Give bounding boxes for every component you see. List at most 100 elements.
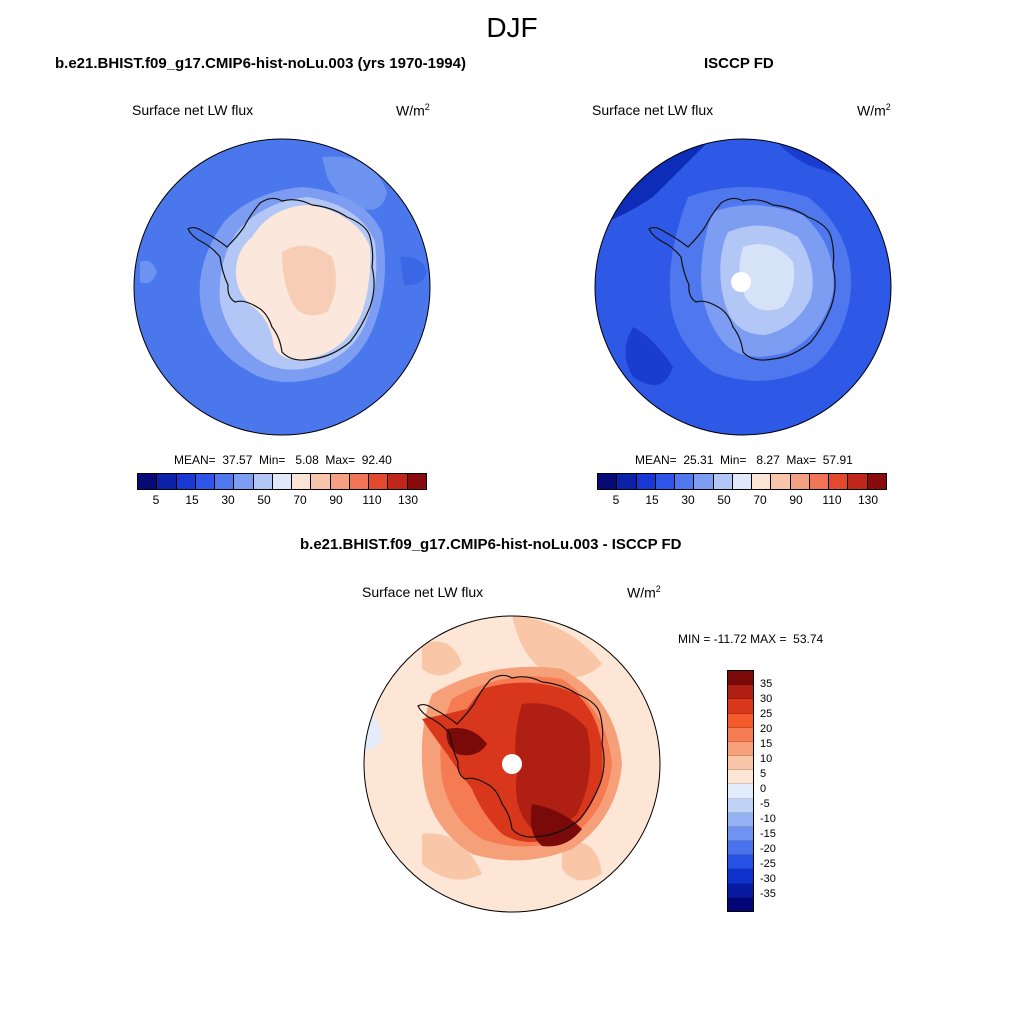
colorbar-tick: 90 [789,493,803,507]
obs-stats: MEAN= 25.31 Min= 8.27 Max= 57.91 [635,453,853,467]
colorbar-swatch [728,671,753,686]
colorbar-swatch [655,474,676,489]
model-unit-label: W/m2 [396,102,430,119]
colorbar-swatch [728,841,753,856]
model-colorbar-ticks: 5 15 30 50 70 90 110 130 [137,493,425,509]
diff-stats: MIN = -11.72 MAX = 53.74 [678,632,824,646]
colorbar-tick: 30 [760,693,773,705]
colorbar-swatch [728,727,753,742]
colorbar-tick: 15 [645,493,659,507]
obs-colorbar [597,473,887,490]
figure-title: DJF [486,12,538,43]
colorbar-tick: 70 [293,493,307,507]
colorbar-tick: 10 [760,753,773,765]
colorbar-tick: 50 [257,493,271,507]
colorbar-swatch [728,699,753,714]
colorbar-swatch [388,474,408,489]
colorbar-tick: 35 [760,678,773,690]
colorbar-swatch [675,474,695,489]
colorbar-swatch [694,474,714,489]
colorbar-tick: 110 [822,493,842,507]
colorbar-swatch [598,474,618,489]
colorbar-tick: -30 [760,873,776,885]
colorbar-swatch [195,474,216,489]
colorbar-swatch [272,474,293,489]
colorbar-swatch [157,474,177,489]
obs-polar-map [594,138,892,436]
colorbar-swatch [176,474,196,489]
model-colorbar [137,473,427,490]
obs-unit-label: W/m2 [857,102,891,119]
colorbar-swatch [407,474,426,489]
colorbar-tick: -20 [760,843,776,855]
colorbar-swatch [728,883,753,898]
diff-polar-map [363,615,661,913]
colorbar-tick: -5 [760,798,770,810]
colorbar-swatch [713,474,733,489]
model-panel-title: b.e21.BHIST.f09_g17.CMIP6-hist-noLu.003 … [55,55,466,72]
colorbar-swatch [728,784,753,799]
colorbar-swatch [215,474,235,489]
colorbar-swatch [311,474,331,489]
colorbar-swatch [728,869,753,884]
colorbar-tick: 25 [760,708,773,720]
colorbar-tick: 50 [717,493,731,507]
colorbar-tick: 130 [857,493,879,507]
colorbar-swatch [732,474,753,489]
colorbar-swatch [138,474,158,489]
colorbar-swatch [728,770,753,785]
colorbar-swatch [636,474,656,489]
colorbar-tick: 130 [397,493,419,507]
colorbar-swatch [728,855,753,870]
colorbar-tick: 30 [681,493,695,507]
colorbar-swatch [234,474,254,489]
colorbar-swatch [369,474,389,489]
colorbar-tick: -35 [760,888,776,900]
colorbar-swatch [728,685,753,700]
colorbar-tick: 0 [760,783,767,795]
obs-colorbar-ticks: 5 15 30 50 70 90 110 130 [597,493,885,509]
diff-colorbar-ticks: 35 30 25 20 15 10 5 0 -5 -10 -15 -20 -25… [760,670,800,910]
model-stats: MEAN= 37.57 Min= 5.08 Max= 92.40 [174,453,392,467]
obs-panel-title: ISCCP FD [704,55,774,72]
colorbar-tick: -25 [760,858,776,870]
obs-variable-label: Surface net LW flux [592,102,714,118]
colorbar-swatch [809,474,830,489]
colorbar-swatch [349,474,370,489]
colorbar-tick: 90 [329,493,343,507]
colorbar-swatch [752,474,772,489]
colorbar-swatch [790,474,810,489]
colorbar-swatch [617,474,637,489]
colorbar-tick: 15 [185,493,199,507]
colorbar-tick: 5 [760,768,767,780]
model-polar-map [133,138,431,436]
colorbar-swatch [728,756,753,771]
model-variable-label: Surface net LW flux [132,102,254,118]
colorbar-swatch [829,474,849,489]
colorbar-tick: 110 [362,493,382,507]
colorbar-swatch [867,474,886,489]
colorbar-swatch [728,798,753,813]
colorbar-tick: -15 [760,828,776,840]
colorbar-swatch [292,474,312,489]
colorbar-swatch [330,474,350,489]
diff-colorbar [727,670,754,912]
diff-panel-title: b.e21.BHIST.f09_g17.CMIP6-hist-noLu.003 … [300,536,682,553]
colorbar-swatch [253,474,273,489]
colorbar-swatch [728,713,753,728]
colorbar-swatch [728,741,753,757]
colorbar-swatch [728,812,753,827]
colorbar-tick: 15 [760,738,773,750]
colorbar-tick: 5 [152,493,160,507]
colorbar-swatch [771,474,791,489]
colorbar-swatch [728,826,753,842]
diff-unit-label: W/m2 [627,584,661,601]
diff-variable-label: Surface net LW flux [362,584,484,600]
colorbar-tick: 70 [753,493,767,507]
colorbar-swatch [728,897,753,911]
colorbar-tick: 5 [612,493,620,507]
colorbar-swatch [848,474,868,489]
colorbar-tick: 20 [760,723,773,735]
colorbar-tick: -10 [760,813,776,825]
colorbar-tick: 30 [221,493,235,507]
